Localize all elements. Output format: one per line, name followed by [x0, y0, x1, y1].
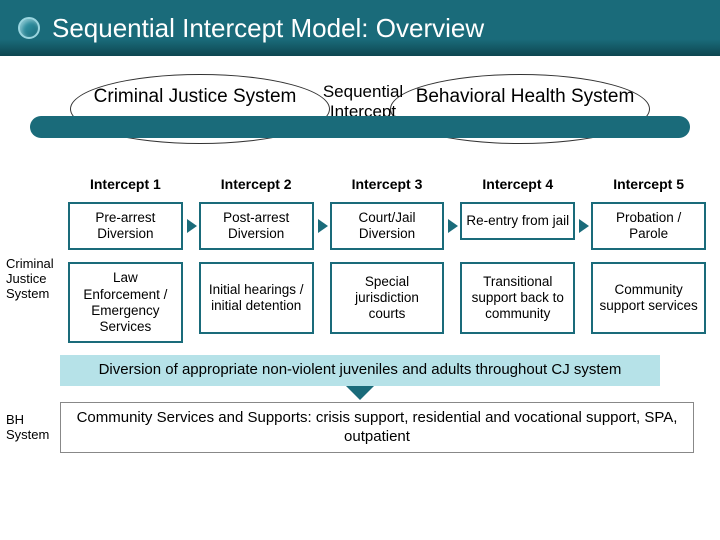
venn-label-right: Behavioral Health System — [415, 86, 635, 108]
community-services-box: Community Services and Supports: crisis … — [60, 402, 694, 454]
intercept-box: Court/Jail Diversion — [330, 202, 445, 250]
venn-label-left: Criminal Justice System — [90, 86, 300, 108]
intercept-cell: Pre-arrest Diversion — [60, 196, 191, 256]
intercept-box: Pre-arrest Diversion — [68, 202, 183, 250]
venn-connector-bar — [30, 116, 690, 138]
intercept-box: Law Enforcement / Emergency Services — [68, 262, 183, 343]
bh-system-label: BH System — [6, 413, 60, 443]
cj-system-label: Criminal Justice System — [6, 170, 60, 349]
intercept-box: Community support services — [591, 262, 706, 334]
arrow-right-icon — [318, 219, 328, 233]
intercept-cell: Post-arrest Diversion — [191, 196, 322, 256]
intercept-box: Initial hearings / initial detention — [199, 262, 314, 334]
intercept-header: Intercept 3 — [322, 170, 453, 196]
intercept-cell: Court/Jail Diversion — [322, 196, 453, 256]
intercept-header: Intercept 4 — [452, 170, 583, 196]
diversion-band: Diversion of appropriate non-violent juv… — [60, 355, 660, 386]
intercept-cell: Special jurisdiction courts — [322, 256, 453, 349]
intercept-header: Intercept 5 — [583, 170, 714, 196]
arrow-right-icon — [187, 219, 197, 233]
footer-row: BH System Community Services and Support… — [6, 402, 714, 454]
intercept-cell: Probation / Parole — [583, 196, 714, 256]
intercept-cell: Re-entry from jail — [452, 196, 583, 256]
arrow-right-icon — [448, 219, 458, 233]
grid-body: Intercept 1 Intercept 2 Intercept 3 Inte… — [60, 170, 714, 349]
intercept-box: Probation / Parole — [591, 202, 706, 250]
intercept-header: Intercept 2 — [191, 170, 322, 196]
arrow-down-icon — [346, 386, 374, 400]
intercept-box: Transitional support back to community — [460, 262, 575, 334]
intercept-grid: Criminal Justice System Intercept 1 Inte… — [6, 170, 714, 349]
page-title: Sequential Intercept Model: Overview — [52, 13, 484, 44]
intercept-cell: Law Enforcement / Emergency Services — [60, 256, 191, 349]
intercept-cell: Initial hearings / initial detention — [191, 256, 322, 349]
venn-diagram: Criminal Justice System Sequential Inter… — [40, 64, 680, 164]
intercept-cell: Transitional support back to community — [452, 256, 583, 349]
arrow-right-icon — [579, 219, 589, 233]
intercept-cell: Community support services — [583, 256, 714, 349]
intercept-box: Special jurisdiction courts — [330, 262, 445, 334]
bullet-icon — [18, 17, 40, 39]
intercept-box: Post-arrest Diversion — [199, 202, 314, 250]
intercept-header: Intercept 1 — [60, 170, 191, 196]
slide-header: Sequential Intercept Model: Overview — [0, 0, 720, 56]
intercept-box: Re-entry from jail — [460, 202, 575, 240]
